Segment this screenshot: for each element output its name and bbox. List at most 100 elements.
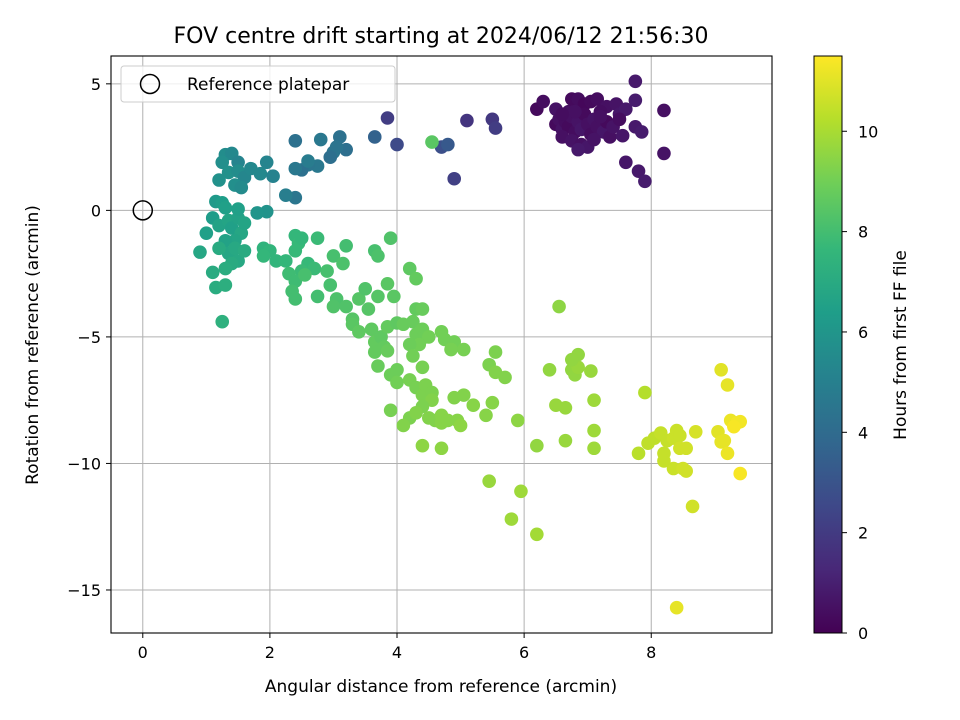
x-tick-label: 0 xyxy=(138,643,148,662)
data-point xyxy=(371,359,385,373)
data-point xyxy=(383,403,398,418)
data-point xyxy=(441,413,455,428)
data-point xyxy=(425,135,439,149)
data-point xyxy=(453,418,468,433)
data-point xyxy=(685,499,700,514)
data-point xyxy=(266,169,280,184)
colorbar-tick-label: 0 xyxy=(858,624,868,643)
colorbar-tick-label: 10 xyxy=(858,122,878,141)
data-point xyxy=(320,264,334,278)
colorbar-tick-label: 2 xyxy=(858,524,868,543)
data-point xyxy=(298,268,312,282)
x-tick-label: 4 xyxy=(392,643,402,662)
data-point xyxy=(288,292,303,306)
data-point xyxy=(688,425,703,439)
data-point xyxy=(415,360,430,375)
data-point xyxy=(237,244,252,258)
data-point xyxy=(409,271,423,286)
data-point xyxy=(301,154,315,168)
x-axis-label: Angular distance from reference (arcmin) xyxy=(265,677,617,697)
data-point xyxy=(564,352,579,367)
data-point xyxy=(383,231,398,246)
data-point xyxy=(466,398,481,413)
colorbar-label: Hours from first FF file xyxy=(891,250,911,440)
data-point xyxy=(482,474,496,488)
data-point xyxy=(352,292,366,306)
data-point xyxy=(558,433,573,448)
data-point xyxy=(593,109,608,124)
data-point xyxy=(441,137,455,152)
data-point xyxy=(587,132,601,147)
data-point xyxy=(313,132,328,147)
data-point xyxy=(488,121,503,135)
data-point xyxy=(657,454,671,468)
data-point xyxy=(415,302,430,316)
colorbar-tick-label: 4 xyxy=(858,423,868,442)
data-point xyxy=(587,441,601,456)
data-point xyxy=(530,527,544,542)
y-tick-label: −5 xyxy=(77,328,101,347)
data-point xyxy=(406,314,420,329)
data-point xyxy=(666,461,681,476)
data-point xyxy=(587,423,601,438)
reference-point-marker xyxy=(132,200,154,221)
data-point xyxy=(571,142,585,157)
data-point xyxy=(720,378,735,392)
data-point xyxy=(498,370,512,385)
data-point xyxy=(371,249,385,263)
data-point xyxy=(288,244,303,258)
data-point xyxy=(638,174,652,189)
data-point xyxy=(456,388,471,402)
data-point xyxy=(584,364,598,378)
data-point xyxy=(536,94,550,109)
data-point xyxy=(628,74,643,89)
axis-ticks: 0 2 4 6 8 5 0 −5 −10 −15 xyxy=(67,75,656,662)
x-tick-label: 6 xyxy=(519,643,529,662)
data-point xyxy=(631,164,646,178)
data-point xyxy=(733,466,748,481)
data-point xyxy=(479,408,493,423)
data-point xyxy=(390,375,404,390)
data-point xyxy=(634,125,649,139)
data-point xyxy=(615,128,630,143)
data-point xyxy=(193,245,207,259)
data-point xyxy=(250,206,264,220)
data-point xyxy=(326,249,341,263)
data-point xyxy=(447,171,462,186)
data-point xyxy=(504,512,519,526)
data-point xyxy=(619,102,633,116)
data-point xyxy=(657,146,671,161)
colorbar-tick-label: 8 xyxy=(858,223,868,242)
data-point xyxy=(558,400,573,415)
data-point xyxy=(212,241,226,256)
data-point xyxy=(269,254,284,268)
colorbar xyxy=(813,55,843,634)
data-point xyxy=(387,289,401,304)
data-point xyxy=(205,265,220,280)
x-tick-label: 8 xyxy=(646,643,656,662)
data-point xyxy=(323,150,338,165)
plot-frame xyxy=(110,55,773,634)
data-point xyxy=(456,342,471,357)
data-point xyxy=(434,441,449,456)
data-point xyxy=(326,299,341,314)
data-point xyxy=(514,484,528,499)
data-point xyxy=(421,330,436,344)
data-point xyxy=(657,103,671,118)
data-point xyxy=(310,231,325,246)
data-point xyxy=(259,155,274,170)
legend-marker-open-circle xyxy=(139,73,161,95)
data-point xyxy=(364,322,379,337)
data-point xyxy=(460,113,474,128)
data-point xyxy=(237,216,252,230)
data-point xyxy=(253,166,268,181)
data-point xyxy=(358,282,373,296)
data-point xyxy=(488,345,503,359)
data-point xyxy=(444,342,458,357)
data-point xyxy=(510,413,525,428)
data-point xyxy=(590,92,605,106)
x-tick-label: 2 xyxy=(265,643,275,662)
data-point xyxy=(215,314,230,329)
data-point xyxy=(406,349,420,363)
